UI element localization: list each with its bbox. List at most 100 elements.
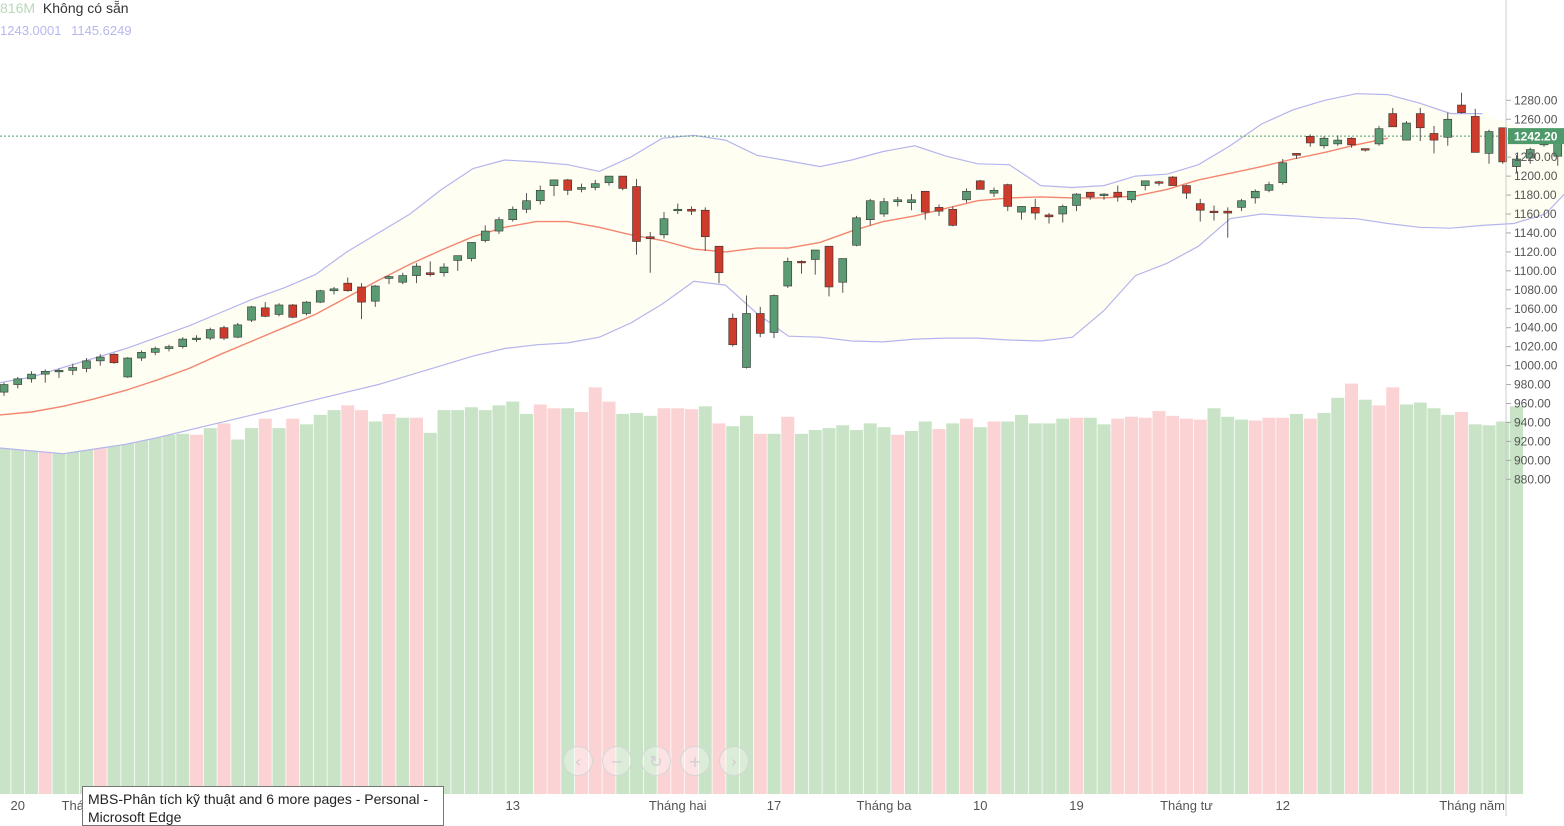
volume-bar bbox=[1138, 417, 1152, 794]
volume-bar bbox=[891, 434, 905, 794]
volume-bar bbox=[767, 433, 781, 794]
volume-bar bbox=[1496, 421, 1510, 794]
candle-body bbox=[1347, 137, 1356, 146]
volume-bar bbox=[1235, 419, 1248, 794]
candle-body bbox=[852, 217, 861, 246]
candlestick bbox=[989, 187, 999, 197]
time-tick-label: 19 bbox=[1069, 798, 1083, 813]
reset-button[interactable]: ↻ bbox=[641, 746, 671, 776]
volume-bar bbox=[478, 410, 492, 794]
candle-body bbox=[68, 367, 78, 371]
candlestick bbox=[1044, 213, 1054, 224]
volume-bar bbox=[1015, 414, 1028, 794]
candle-body bbox=[1498, 127, 1508, 163]
volume-bar bbox=[808, 430, 822, 794]
candle-body bbox=[1374, 128, 1384, 145]
candlestick bbox=[13, 376, 23, 389]
candle-body bbox=[27, 373, 36, 380]
candlestick bbox=[384, 275, 394, 285]
volume-bar bbox=[1290, 413, 1303, 794]
scroll-right-button[interactable]: › bbox=[719, 746, 749, 776]
candle-body bbox=[412, 265, 421, 276]
volume-bar bbox=[465, 407, 478, 794]
volume-bar bbox=[300, 424, 313, 794]
candlestick bbox=[1182, 184, 1191, 199]
price-tick-label: 1080.00 bbox=[1514, 283, 1558, 297]
candlestick bbox=[590, 179, 600, 191]
volume-bar bbox=[1303, 418, 1317, 794]
candle-body bbox=[95, 356, 105, 362]
candle-body bbox=[480, 230, 490, 241]
candle-body bbox=[1443, 118, 1453, 138]
price-tick-label: 1020.00 bbox=[1514, 340, 1558, 354]
candlestick bbox=[412, 263, 421, 284]
candlestick bbox=[1512, 155, 1521, 174]
volume-bar bbox=[698, 406, 712, 794]
candlestick bbox=[852, 215, 861, 247]
volume-bar bbox=[1180, 418, 1193, 794]
volume-bar bbox=[506, 401, 520, 794]
price-tick-label: 900.00 bbox=[1514, 453, 1551, 467]
candle-body bbox=[714, 245, 724, 274]
time-tick-label: 10 bbox=[973, 798, 987, 813]
bollinger-band-fill bbox=[0, 93, 1564, 454]
zoom-in-button[interactable]: + bbox=[680, 746, 710, 776]
candle-body bbox=[467, 242, 476, 259]
candle-body bbox=[797, 261, 806, 264]
volume-bar bbox=[258, 418, 272, 794]
zoom-out-button[interactable]: − bbox=[602, 746, 632, 776]
volume-bar bbox=[93, 432, 107, 794]
candlestick bbox=[425, 261, 435, 277]
volume-bar bbox=[781, 416, 795, 794]
volume-bar bbox=[836, 425, 850, 794]
candle-body bbox=[687, 208, 696, 212]
volume-bar bbox=[863, 423, 877, 794]
candle-body bbox=[1154, 181, 1164, 184]
moving-average-line bbox=[0, 137, 1388, 416]
candlestick bbox=[728, 313, 738, 347]
volume-bar bbox=[561, 408, 575, 794]
volume-bar bbox=[1482, 425, 1496, 794]
candle-body bbox=[260, 307, 270, 317]
candle-body bbox=[769, 295, 779, 333]
candlestick bbox=[1333, 135, 1343, 146]
candlestick bbox=[109, 353, 119, 364]
candlestick bbox=[302, 301, 311, 316]
candle-body bbox=[563, 179, 573, 191]
volume-bar bbox=[1413, 402, 1427, 794]
candle-body bbox=[989, 190, 999, 194]
price-tick-label: 1000.00 bbox=[1514, 359, 1558, 373]
volume-bar bbox=[1083, 417, 1097, 794]
volume-bar bbox=[1001, 421, 1015, 794]
candlestick bbox=[178, 337, 188, 349]
candlestick bbox=[95, 354, 105, 366]
volume-bar bbox=[520, 413, 533, 794]
price-axis: 880.00 900.00 920.00 940.00 960.00 980.00 1000… bbox=[1505, 0, 1558, 816]
candle-body bbox=[40, 370, 50, 375]
volume-bar bbox=[1427, 408, 1441, 794]
candle-body bbox=[1264, 184, 1274, 191]
candlestick bbox=[1360, 148, 1370, 152]
volume-bar bbox=[533, 404, 547, 794]
candle-body bbox=[425, 272, 435, 275]
volume-bar bbox=[355, 410, 368, 794]
candle-body bbox=[357, 286, 366, 303]
bollinger-upper-line bbox=[0, 93, 1483, 384]
candlestick bbox=[192, 335, 201, 342]
candle-body bbox=[1113, 191, 1123, 198]
candlestick bbox=[1223, 207, 1233, 238]
candlestick bbox=[1099, 193, 1109, 200]
volume-bar bbox=[726, 426, 740, 794]
time-tick-label: Tháng hai bbox=[649, 798, 707, 813]
candlestick bbox=[1525, 147, 1535, 164]
candlestick bbox=[659, 212, 669, 239]
volume-bar bbox=[946, 423, 960, 794]
price-tick-label: 1180.00 bbox=[1514, 188, 1557, 202]
candle-body bbox=[1003, 184, 1013, 207]
volume-bar bbox=[932, 429, 946, 794]
volume-bar bbox=[396, 417, 410, 794]
candle-body bbox=[1209, 210, 1219, 213]
candlestick bbox=[535, 185, 545, 205]
scroll-left-button[interactable]: ‹ bbox=[563, 746, 593, 776]
